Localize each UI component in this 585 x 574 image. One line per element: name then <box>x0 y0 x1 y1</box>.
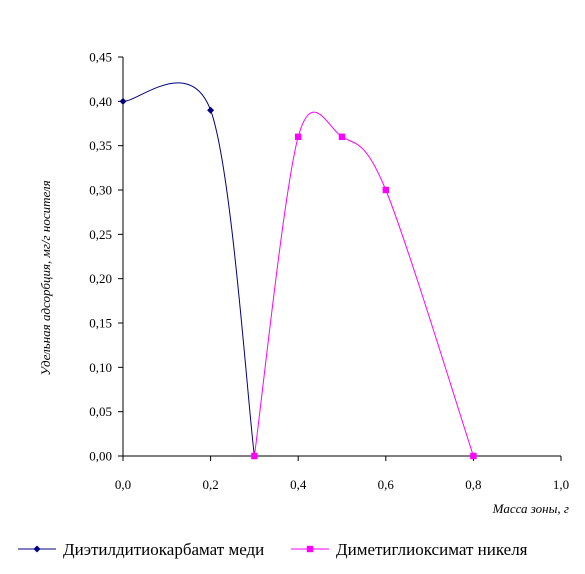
data-point-marker <box>470 452 477 460</box>
y-tick-label: 0,35 <box>89 138 112 153</box>
data-point-marker <box>338 133 346 140</box>
y-tick-label: 0,00 <box>89 449 112 464</box>
x-tick-label: 0,2 <box>202 477 218 492</box>
y-tick-label: 0,15 <box>89 316 112 331</box>
legend-label: Диметиглиоксимат никеля <box>336 540 528 559</box>
x-axis-label: Масса зоны, г <box>492 501 569 516</box>
y-tick-label: 0,30 <box>89 183 112 198</box>
legend: Диэтилдитиокарбамат меди Диметиглиоксимат… <box>18 540 528 559</box>
data-point-marker <box>251 452 258 460</box>
x-tick-label: 0,0 <box>115 477 131 492</box>
data-point-marker <box>207 106 215 114</box>
data-point-marker <box>119 97 127 105</box>
series-1 <box>119 82 258 460</box>
data-point-marker <box>382 186 389 194</box>
x-tick-label: 0,6 <box>378 477 395 492</box>
y-tick-label: 0,20 <box>89 271 112 286</box>
legend-marker <box>306 545 314 553</box>
series-2 <box>251 111 477 460</box>
data-point-marker <box>295 133 302 140</box>
legend-marker <box>33 545 41 553</box>
y-tick-label: 0,10 <box>89 360 112 375</box>
legend-label: Диэтилдитиокарбамат меди <box>63 540 264 559</box>
x-tick-label: 0,8 <box>465 477 481 492</box>
x-tick-label: 0,4 <box>290 477 307 492</box>
y-tick-label: 0,45 <box>89 50 112 65</box>
axes <box>118 56 562 461</box>
series-line <box>253 111 474 457</box>
y-tick-label: 0,40 <box>89 94 112 109</box>
series-layer <box>119 82 477 460</box>
x-tick-label: 1,0 <box>553 477 569 492</box>
y-axis-label: Удельная адсорбция, мг/г носителя <box>38 180 53 375</box>
tick-labels: 0,00 0,05 0,10 0,15 0,20 0,25 0,30 0,35 0,40 0,45… <box>89 50 569 493</box>
y-tick-label: 0,25 <box>89 227 112 242</box>
series-line <box>122 82 255 457</box>
y-tick-label: 0,05 <box>89 404 112 419</box>
